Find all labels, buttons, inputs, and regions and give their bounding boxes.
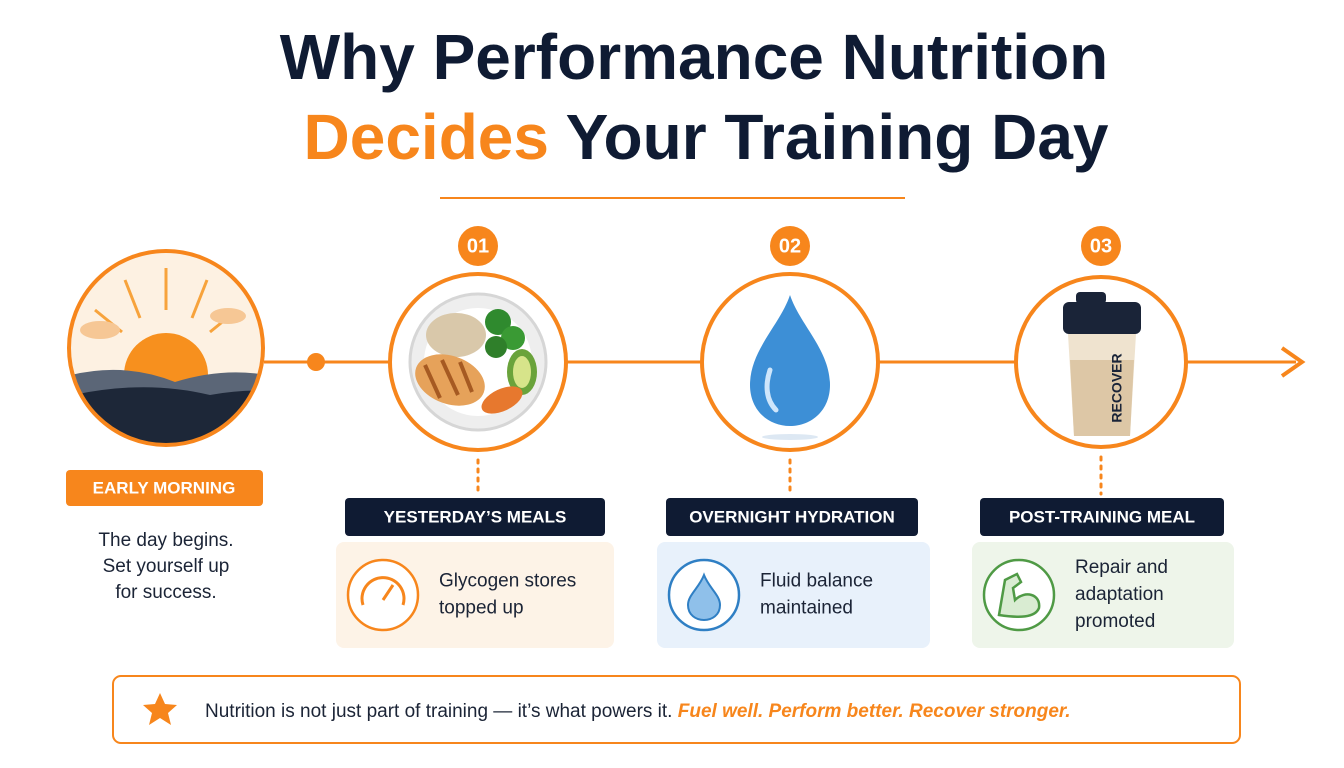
title-rest: Your Training Day (566, 101, 1109, 173)
drop-icon (686, 572, 722, 622)
step-text: Repair and (1075, 557, 1168, 578)
muscle-icon (997, 572, 1041, 618)
step-label: YESTERDAY’S MEALS (384, 507, 567, 526)
footer-box (112, 675, 1241, 744)
start-label: EARLY MORNING (93, 478, 236, 497)
sunrise-frame (67, 249, 265, 447)
step-text: promoted (1075, 611, 1155, 632)
step-label-box (345, 498, 605, 536)
title-line1: Why Performance Nutrition (280, 21, 1109, 93)
timeline-arrow (1280, 346, 1306, 378)
step-number: 03 (1090, 235, 1112, 257)
step-text: topped up (439, 598, 524, 619)
step-badge (770, 226, 810, 266)
step-label-box (666, 498, 918, 536)
step-icon (346, 558, 420, 632)
step-text: maintained (760, 598, 853, 619)
gauge-needle (381, 584, 395, 601)
start-label-box (66, 470, 263, 506)
title-highlight: Decides (304, 101, 549, 173)
step-badge (1081, 226, 1121, 266)
water-drop-illustration (700, 272, 880, 452)
footer-highlight: Fuel well. Perform better. Recover stron… (678, 701, 1071, 722)
title-line2: Decides Your Training Day (304, 101, 1109, 173)
step-label: POST-TRAINING MEAL (1009, 507, 1195, 526)
step-number: 01 (467, 235, 489, 257)
footer-main: Nutrition is not just part of training —… (205, 701, 672, 722)
footer-star (143, 693, 177, 725)
step-label: OVERNIGHT HYDRATION (689, 507, 895, 526)
timeline-dot (307, 353, 325, 371)
step-icon (982, 558, 1056, 632)
step-number: 02 (779, 235, 801, 257)
start-text: The day begins. (98, 530, 233, 551)
step-text: Fluid balance (760, 571, 873, 592)
shaker-label: RECOVER (1109, 353, 1125, 422)
gauge-icon (360, 576, 406, 606)
start-text: Set yourself up (103, 556, 230, 577)
step-badge (458, 226, 498, 266)
start-text: for success. (115, 582, 216, 603)
step-text: adaptation (1075, 584, 1164, 605)
step-text: Glycogen stores (439, 571, 576, 592)
footer-text: Nutrition is not just part of training —… (205, 701, 1071, 722)
plate-illustration (388, 272, 568, 452)
step-label-box (980, 498, 1224, 536)
shaker-illustration: RECOVER (1014, 275, 1188, 449)
